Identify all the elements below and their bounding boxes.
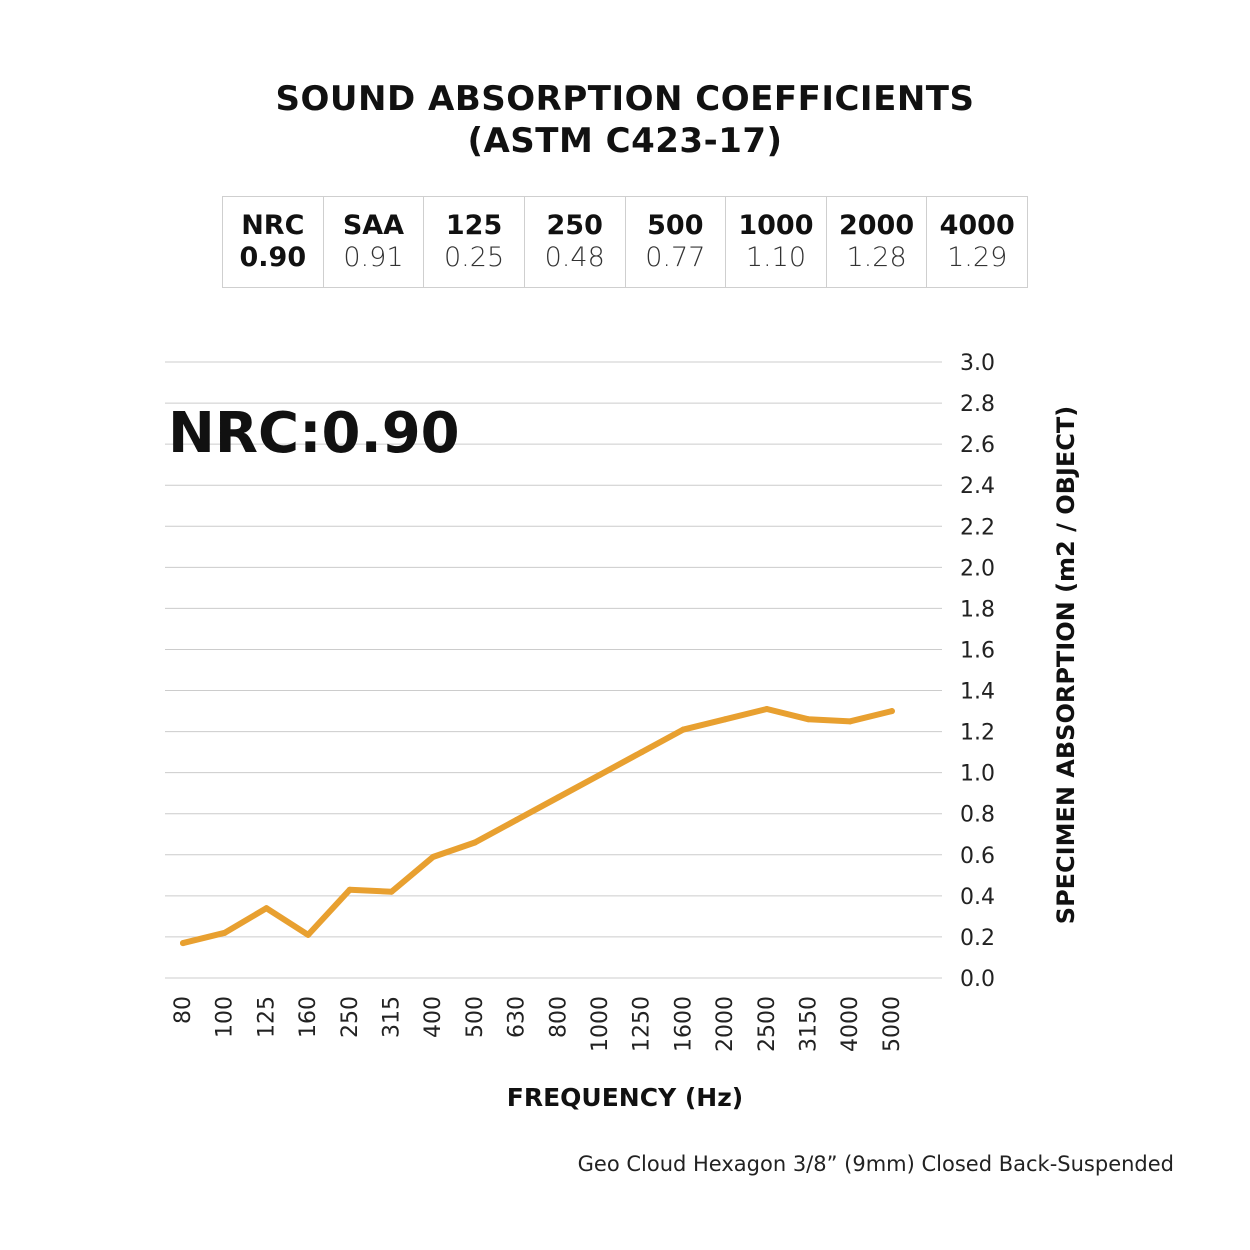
x-axis-label: FREQUENCY (Hz) xyxy=(507,1083,743,1112)
x-tick-label: 315 xyxy=(380,996,405,1038)
table-value: 1.29 xyxy=(947,242,1008,273)
data-point xyxy=(763,706,770,713)
table-row: NRC 0.90 SAA 0.91 125 0.25 250 0.48 500 … xyxy=(222,196,1028,288)
gridlines xyxy=(165,361,942,979)
x-tick-label: 500 xyxy=(463,996,488,1038)
y-tick-label: 1.8 xyxy=(960,597,995,622)
y-tick-label: 0.6 xyxy=(960,844,995,869)
x-tick-label: 5000 xyxy=(880,996,905,1052)
nrc-annotation: NRC:0.90 xyxy=(168,401,460,466)
series-layer xyxy=(180,706,895,947)
y-tick-label: 1.2 xyxy=(960,721,995,746)
y-axis-label: SPECIMEN ABSORPTION (m2 / OBJECT) xyxy=(1052,406,1080,924)
x-tick-label: 800 xyxy=(546,996,571,1038)
data-point xyxy=(680,726,687,733)
table-cell: 250 0.48 xyxy=(523,196,626,288)
x-tick-label: 1000 xyxy=(588,996,613,1052)
table-header: 2000 xyxy=(838,210,915,241)
data-point xyxy=(555,794,562,801)
data-point xyxy=(305,931,312,938)
data-point xyxy=(722,716,729,723)
y-tick-label: 0.2 xyxy=(960,926,995,951)
y-tick-label: 1.0 xyxy=(960,762,995,787)
y-tick-label: 2.2 xyxy=(960,515,995,540)
data-point xyxy=(388,888,395,895)
x-tick-label: 125 xyxy=(254,996,279,1038)
table-value: 0.25 xyxy=(444,242,505,273)
x-tick-label: 1600 xyxy=(671,996,696,1052)
x-tick-label: 1250 xyxy=(630,996,655,1052)
data-point xyxy=(180,940,186,947)
y-tick-label: 1.4 xyxy=(960,680,995,705)
y-tick-label: 0.8 xyxy=(960,803,995,828)
table-value: 0.48 xyxy=(544,242,605,273)
series-line xyxy=(180,706,895,947)
table-value: 0.77 xyxy=(645,242,706,273)
x-tick-label: 400 xyxy=(421,996,446,1038)
table-cell: 125 0.25 xyxy=(423,196,525,288)
x-tick-label: 4000 xyxy=(838,996,863,1052)
data-point xyxy=(638,749,645,756)
chart-title: SOUND ABSORPTION COEFFICIENTS (ASTM C423… xyxy=(0,78,1250,162)
y-tick-label: 0.4 xyxy=(960,885,995,910)
x-tick-label: 80 xyxy=(171,996,196,1024)
data-point xyxy=(513,816,520,823)
x-tick-label: 160 xyxy=(296,996,321,1038)
table-value: 0.90 xyxy=(239,242,307,273)
title-line-2: (ASTM C423-17) xyxy=(467,121,783,161)
data-point xyxy=(346,886,353,893)
data-point xyxy=(805,716,812,723)
x-tick-label: 100 xyxy=(213,996,238,1038)
table-header: NRC xyxy=(241,210,305,241)
table-cell: 500 0.77 xyxy=(624,196,727,288)
table-header: SAA xyxy=(342,210,405,241)
table-header: 1000 xyxy=(738,210,814,241)
data-point xyxy=(847,718,854,725)
y-tick-label: 0.0 xyxy=(960,967,995,992)
table-cell: SAA 0.91 xyxy=(322,196,425,288)
table-header: 125 xyxy=(445,210,503,241)
table-header: 250 xyxy=(546,210,603,241)
x-tick-label: 2000 xyxy=(713,996,738,1052)
table-cell: 1000 1.10 xyxy=(725,196,827,288)
data-point xyxy=(221,929,228,936)
x-tick-label: 250 xyxy=(338,996,363,1038)
table-value: 1.28 xyxy=(846,242,907,273)
y-tick-label: 2.0 xyxy=(960,556,995,581)
x-tick-labels: 80 100 125 160 250 315 400 500 630 800 1000 1250 160… xyxy=(171,996,905,1052)
y-tick-labels: 0.0 0.2 0.4 0.6 0.8 1.0 1.2 1.4 1.6 1.8 2.0 2.2 2.4 2… xyxy=(960,351,995,992)
table-value: 1.10 xyxy=(745,242,806,273)
y-tick-label: 2.4 xyxy=(960,474,995,499)
x-tick-label: 630 xyxy=(505,996,530,1038)
table-cell: NRC 0.90 xyxy=(222,196,324,288)
data-point xyxy=(263,905,270,912)
data-point xyxy=(888,708,895,715)
table-header: 500 xyxy=(647,210,704,241)
x-tick-label: 2500 xyxy=(755,996,780,1052)
title-line-1: SOUND ABSORPTION COEFFICIENTS xyxy=(275,79,975,119)
table-cell: 2000 1.28 xyxy=(825,196,928,288)
y-tick-label: 2.8 xyxy=(960,392,995,417)
chart-caption: Geo Cloud Hexagon 3/8” (9mm) Closed Back… xyxy=(577,1152,1174,1176)
data-point xyxy=(471,839,478,846)
table-cell: 4000 1.29 xyxy=(926,196,1028,288)
y-tick-label: 3.0 xyxy=(960,351,995,376)
data-point xyxy=(597,771,603,778)
table-value: 0.91 xyxy=(343,242,404,273)
coefficient-table: NRC 0.90 SAA 0.91 125 0.25 250 0.48 500 … xyxy=(222,196,1028,288)
table-header: 4000 xyxy=(939,210,1015,241)
y-tick-label: 2.6 xyxy=(960,433,995,458)
y-tick-label: 1.6 xyxy=(960,638,995,663)
x-tick-label: 3150 xyxy=(797,996,822,1052)
data-point xyxy=(430,853,437,860)
